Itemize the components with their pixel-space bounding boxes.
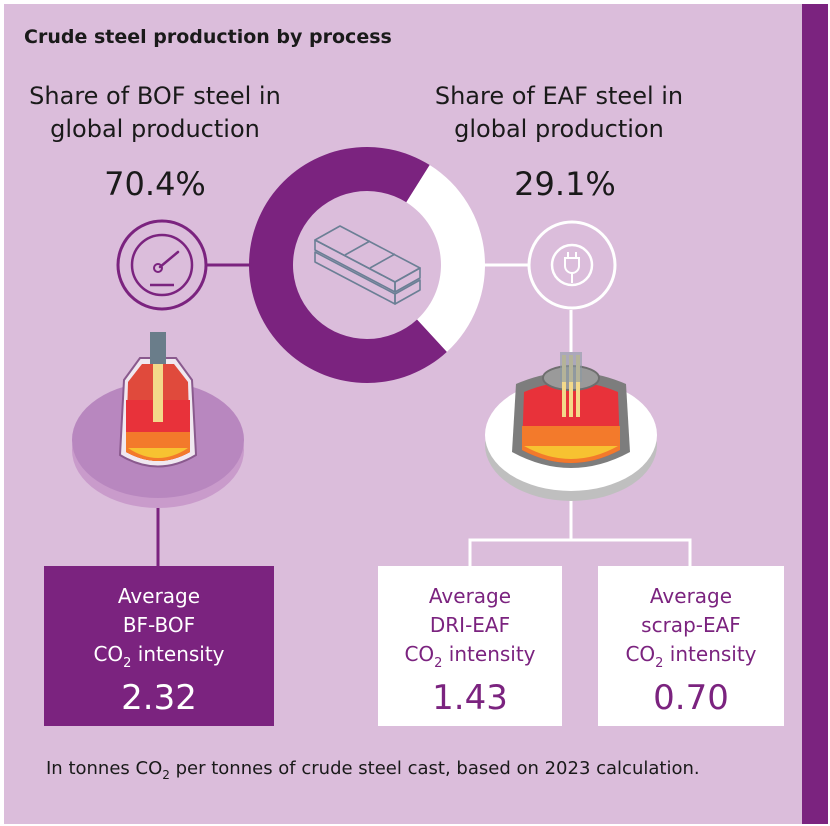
box-line2: DRI-EAF (429, 613, 511, 637)
eaf-box-connector (468, 538, 692, 566)
eaf-share-label-line1: Share of EAF steel in (434, 82, 684, 110)
bf-bof-intensity-box: Average BF-BOF CO2 intensity 2.32 (44, 566, 274, 726)
bof-share-label: Share of BOF steel in global production (14, 80, 296, 146)
scrap-eaf-intensity-box: Average scrap-EAF CO2 intensity 0.70 (598, 566, 784, 726)
bof-converter-icon (72, 332, 244, 508)
plug-icon (527, 220, 617, 310)
box-co2-label: CO2 intensity (404, 642, 536, 671)
box-line2: BF-BOF (122, 613, 196, 637)
bof-share-label-line2: global production (50, 115, 260, 143)
eaf-share-label-line2: global production (454, 115, 664, 143)
footnote: In tonnes CO2 per tonnes of crude steel … (46, 758, 700, 782)
donut-segment-eaf (406, 165, 485, 352)
share-donut (249, 146, 485, 383)
eaf-furnace-icon (485, 352, 657, 501)
infographic-title: Crude steel production by process (24, 26, 392, 48)
box-line1: Average (649, 584, 733, 608)
box-line1: Average (428, 584, 512, 608)
dri-eaf-intensity-value: 1.43 (432, 678, 508, 718)
scrap-eaf-intensity-value: 0.70 (653, 678, 729, 718)
box-co2-label: CO2 intensity (93, 642, 225, 671)
bof-share-value: 70.4% (104, 165, 206, 203)
box-line1: Average (117, 584, 201, 608)
box-co2-label: CO2 intensity (625, 642, 757, 671)
eaf-share-value: 29.1% (514, 165, 616, 203)
donut-segment-bof (249, 146, 447, 383)
bof-share-label-line1: Share of BOF steel in (29, 82, 281, 110)
steel-beam-icon (314, 225, 421, 305)
eaf-share-label: Share of EAF steel in global production (418, 80, 700, 146)
box-line2: scrap-EAF (641, 613, 741, 637)
dri-eaf-intensity-box: Average DRI-EAF CO2 intensity 1.43 (378, 566, 562, 726)
bf-bof-intensity-value: 2.32 (121, 678, 197, 718)
gauge-icon (116, 219, 208, 311)
sidebar-stripe (802, 4, 828, 824)
